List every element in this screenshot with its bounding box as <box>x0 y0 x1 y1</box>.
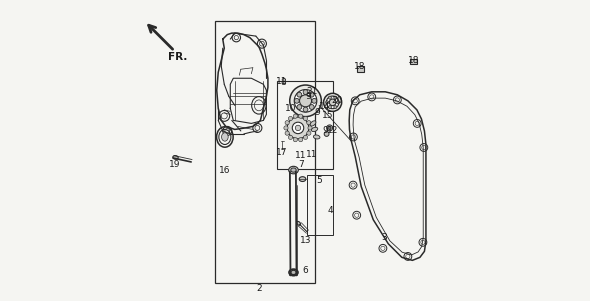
Circle shape <box>329 96 332 99</box>
Text: 18: 18 <box>408 56 419 65</box>
Text: 11: 11 <box>295 150 307 160</box>
Text: 9: 9 <box>306 92 312 101</box>
Text: 20: 20 <box>332 96 343 105</box>
Text: 18: 18 <box>354 62 365 71</box>
Circle shape <box>297 105 301 110</box>
Circle shape <box>299 138 303 142</box>
Circle shape <box>303 135 307 139</box>
Ellipse shape <box>312 127 318 132</box>
Circle shape <box>329 106 332 109</box>
Circle shape <box>334 106 337 109</box>
Ellipse shape <box>313 135 320 139</box>
Text: 19: 19 <box>169 160 181 169</box>
Ellipse shape <box>291 270 296 275</box>
Circle shape <box>297 92 301 97</box>
Circle shape <box>299 114 303 118</box>
Circle shape <box>293 114 297 118</box>
Circle shape <box>327 125 333 131</box>
Ellipse shape <box>289 166 299 174</box>
Text: 9: 9 <box>314 108 320 117</box>
Text: 7: 7 <box>298 160 304 169</box>
Text: 14: 14 <box>319 102 331 111</box>
Text: 10: 10 <box>285 104 296 113</box>
Text: 9: 9 <box>322 126 328 135</box>
Bar <box>409 59 417 64</box>
Circle shape <box>308 126 312 130</box>
Ellipse shape <box>296 125 301 131</box>
Text: 8: 8 <box>280 78 286 87</box>
Text: 13: 13 <box>300 236 312 245</box>
Circle shape <box>312 98 317 103</box>
Ellipse shape <box>294 90 317 112</box>
Ellipse shape <box>291 168 296 172</box>
Circle shape <box>309 105 314 110</box>
Ellipse shape <box>300 95 312 107</box>
Circle shape <box>289 135 293 139</box>
Circle shape <box>303 116 307 121</box>
Bar <box>215 21 314 283</box>
Ellipse shape <box>222 133 228 141</box>
Circle shape <box>285 131 289 135</box>
Text: 5: 5 <box>316 176 322 185</box>
Text: 2: 2 <box>256 284 262 293</box>
Ellipse shape <box>329 99 336 106</box>
Circle shape <box>289 116 293 121</box>
Circle shape <box>307 131 311 135</box>
Circle shape <box>307 121 311 125</box>
Bar <box>277 81 333 169</box>
Circle shape <box>294 98 299 103</box>
Circle shape <box>293 138 297 142</box>
Text: 17: 17 <box>276 147 287 157</box>
Ellipse shape <box>299 177 306 182</box>
Ellipse shape <box>173 156 178 159</box>
Ellipse shape <box>326 96 339 109</box>
Circle shape <box>309 92 314 97</box>
Text: 4: 4 <box>327 206 333 215</box>
Circle shape <box>285 121 289 125</box>
Ellipse shape <box>290 85 322 116</box>
Circle shape <box>326 101 329 104</box>
Circle shape <box>284 126 288 130</box>
Circle shape <box>303 107 308 112</box>
Circle shape <box>324 132 329 136</box>
Circle shape <box>336 101 340 104</box>
Circle shape <box>303 90 308 95</box>
Text: 3: 3 <box>381 233 386 242</box>
Text: 6: 6 <box>303 266 309 275</box>
Bar <box>357 66 364 72</box>
Text: 11: 11 <box>306 150 317 159</box>
Text: 15: 15 <box>322 111 333 120</box>
Text: FR.: FR. <box>168 52 187 62</box>
Ellipse shape <box>287 117 309 139</box>
Ellipse shape <box>289 269 298 276</box>
Text: 21: 21 <box>306 87 317 96</box>
Ellipse shape <box>310 121 316 126</box>
Ellipse shape <box>297 222 300 225</box>
Circle shape <box>334 96 337 99</box>
Circle shape <box>328 126 331 129</box>
Ellipse shape <box>292 122 304 134</box>
Ellipse shape <box>323 93 342 111</box>
Text: 12: 12 <box>327 126 338 135</box>
Text: 11: 11 <box>276 77 287 86</box>
Bar <box>307 175 333 235</box>
Text: 16: 16 <box>219 166 231 175</box>
